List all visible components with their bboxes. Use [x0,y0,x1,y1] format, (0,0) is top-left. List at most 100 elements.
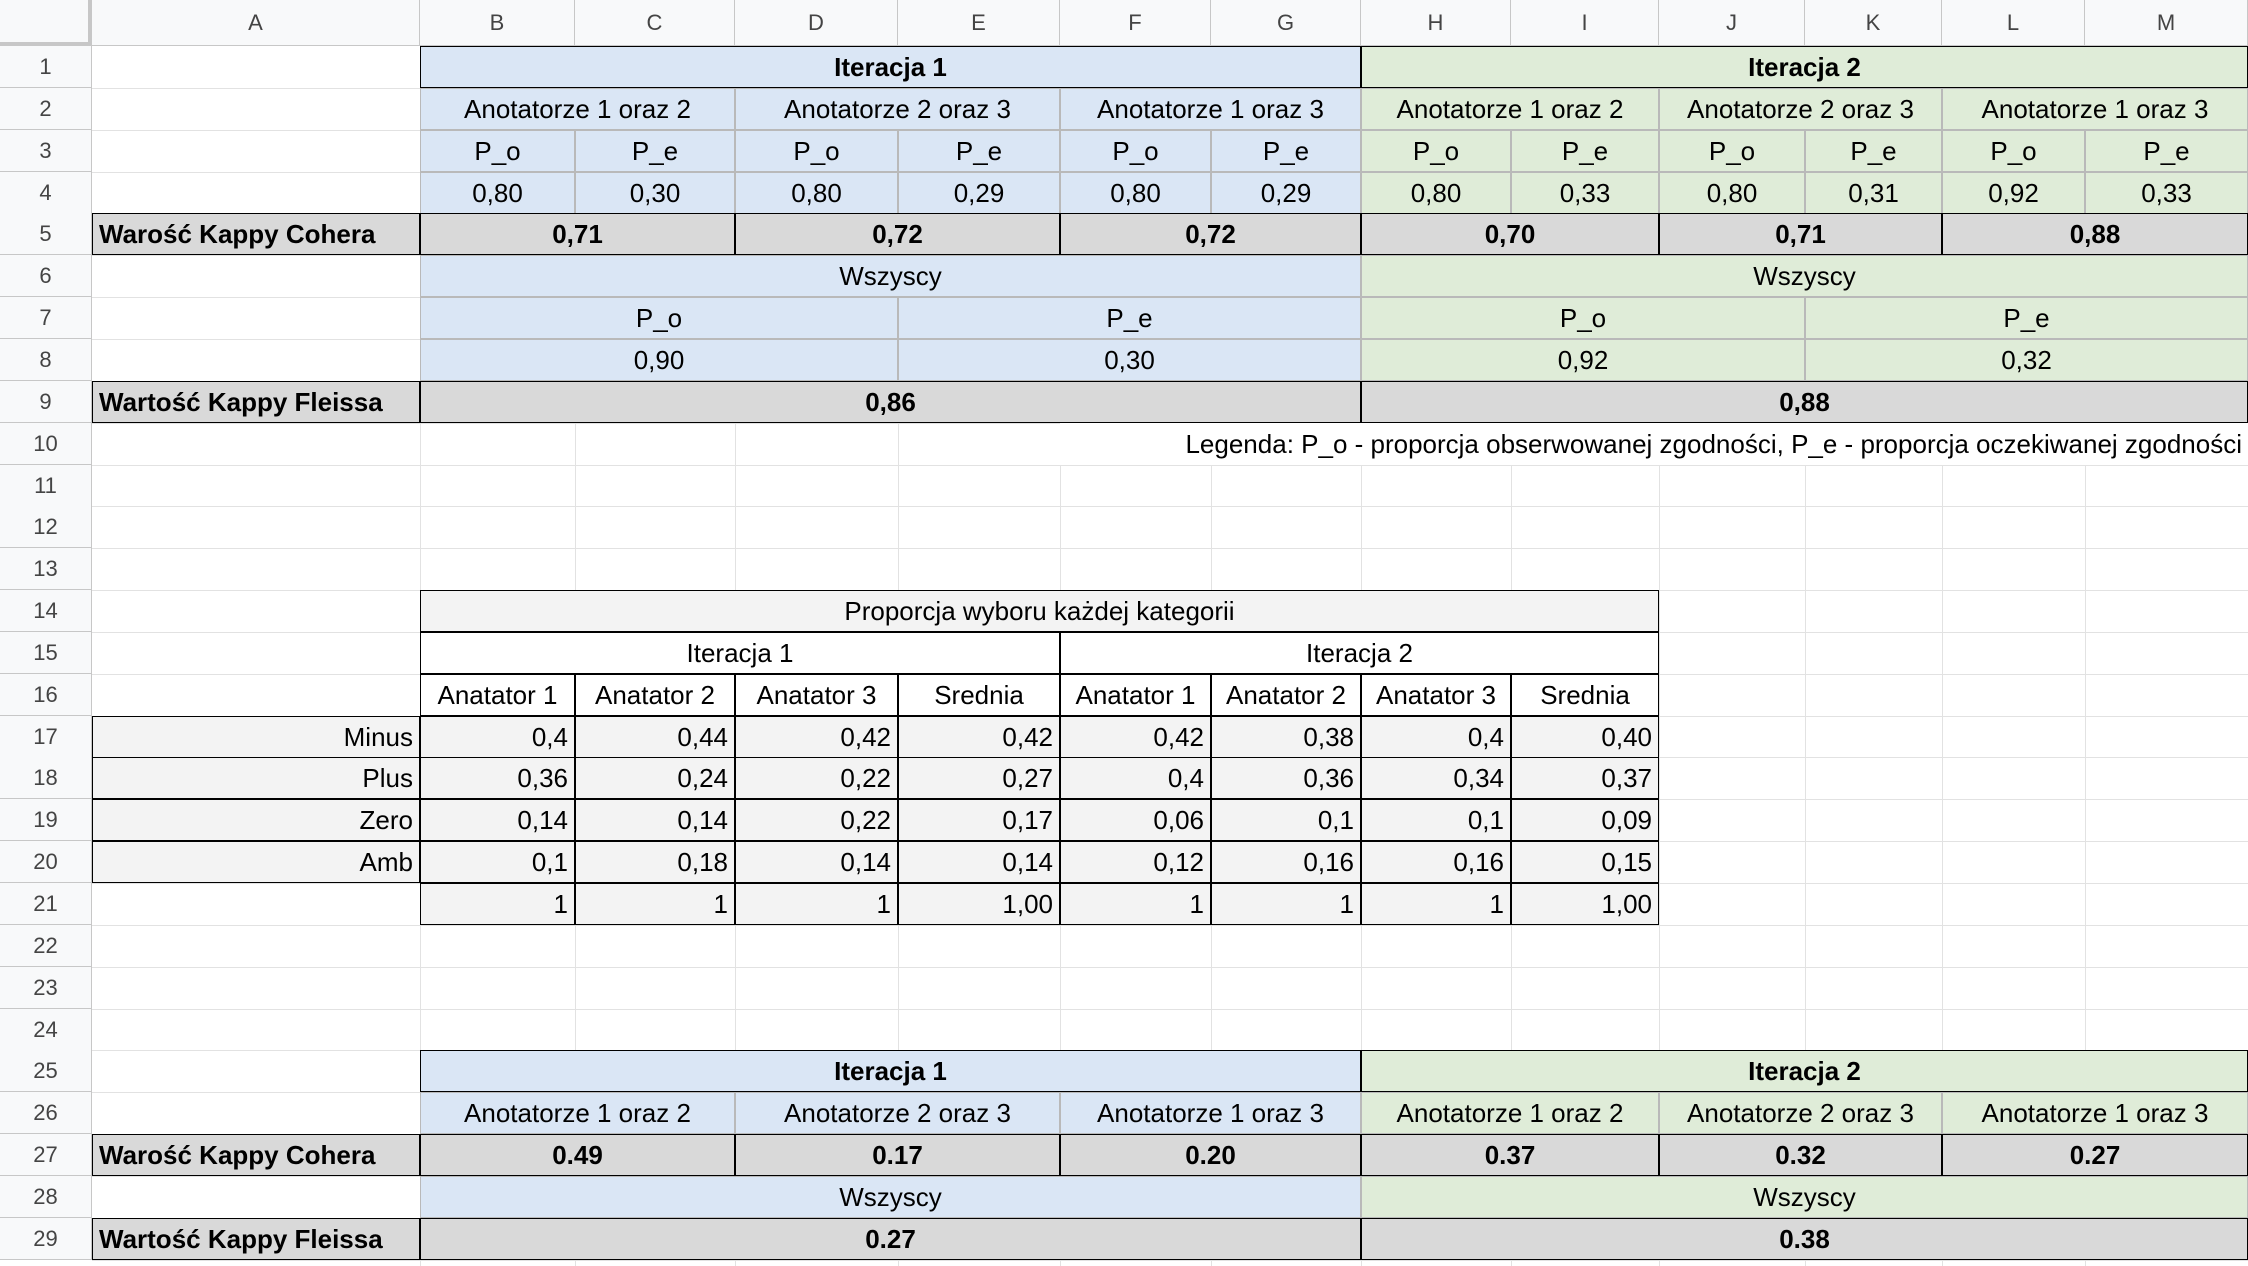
pe-value[interactable]: 0,30 [898,339,1361,381]
po-value[interactable]: 0,80 [1361,172,1511,214]
column-header-m[interactable]: M [2085,0,2248,46]
proportion-value[interactable]: 0,14 [735,841,898,883]
category-label[interactable]: Minus [92,716,420,758]
cohen-kappa-value[interactable]: 0.27 [1942,1134,2248,1176]
po-value[interactable]: 0,80 [1659,172,1805,214]
po-label[interactable]: P_o [1060,130,1211,172]
po-label[interactable]: P_o [735,130,898,172]
cohen-kappa-value[interactable]: 0,88 [1942,213,2248,255]
proportion-value[interactable]: 0,22 [735,757,898,799]
annotator-header[interactable]: Anatator 3 [1361,674,1511,716]
row-header-28[interactable]: 28 [0,1176,92,1218]
cohen-kappa-value[interactable]: 0.37 [1361,1134,1659,1176]
cohen-kappa-value[interactable]: 0,72 [1060,213,1361,255]
pe-value[interactable]: 0,29 [898,172,1060,214]
fleiss-kappa-label[interactable]: Wartość Kappy Fleissa [92,1218,420,1260]
proportion-value[interactable]: 0,24 [575,757,735,799]
row-header-2[interactable]: 2 [0,88,92,130]
annotator-pair-header[interactable]: Anotatorze 1 oraz 3 [1942,1092,2248,1134]
annotator-header[interactable]: Srednia [898,674,1060,716]
pe-label[interactable]: P_e [1511,130,1659,172]
row-header-8[interactable]: 8 [0,339,92,381]
annotator-pair-header[interactable]: Anotatorze 1 oraz 3 [1942,88,2248,130]
pe-value[interactable]: 0,29 [1211,172,1361,214]
proportion-value[interactable]: 0,37 [1511,757,1659,799]
annotator-pair-header[interactable]: Anotatorze 2 oraz 3 [1659,88,1942,130]
pe-label[interactable]: P_e [898,130,1060,172]
annotator-header[interactable]: Srednia [1511,674,1659,716]
proportion-value[interactable]: 0,42 [1060,716,1211,758]
iteration-2-header[interactable]: Iteracja 2 [1361,46,2248,88]
column-header-e[interactable]: E [898,0,1060,46]
pe-label[interactable]: P_e [1805,297,2248,339]
all-annotators-header[interactable]: Wszyscy [1361,1176,2248,1218]
proportion-value[interactable]: 0,27 [898,757,1060,799]
column-header-j[interactable]: J [1659,0,1805,46]
category-proportion-title[interactable]: Proporcja wyboru każdej kategorii [420,590,1659,632]
po-label[interactable]: P_o [1659,130,1805,172]
row-header-1[interactable]: 1 [0,46,92,88]
category-label[interactable]: Zero [92,799,420,841]
proportion-value[interactable]: 0,36 [1211,757,1361,799]
annotator-header[interactable]: Anatator 3 [735,674,898,716]
proportion-value[interactable]: 0,12 [1060,841,1211,883]
iteration-2-header[interactable]: Iteracja 2 [1060,632,1659,674]
annotator-pair-header[interactable]: Anotatorze 1 oraz 2 [1361,88,1659,130]
cohen-kappa-value[interactable]: 0.32 [1659,1134,1942,1176]
proportion-value[interactable]: 1 [1060,883,1211,925]
proportion-value[interactable]: 0,16 [1211,841,1361,883]
annotator-pair-header[interactable]: Anotatorze 1 oraz 2 [420,1092,735,1134]
annotator-pair-header[interactable]: Anotatorze 1 oraz 3 [1060,1092,1361,1134]
cohen-kappa-value[interactable]: 0.49 [420,1134,735,1176]
row-header-27[interactable]: 27 [0,1134,92,1176]
annotator-pair-header[interactable]: Anotatorze 2 oraz 3 [735,88,1060,130]
row-header-12[interactable]: 12 [0,506,92,548]
proportion-value[interactable]: 0,09 [1511,799,1659,841]
row-header-13[interactable]: 13 [0,548,92,590]
row-header-10[interactable]: 10 [0,423,92,465]
fleiss-kappa-value[interactable]: 0,86 [420,381,1361,423]
row-header-17[interactable]: 17 [0,716,92,758]
pe-value[interactable]: 0,30 [575,172,735,214]
annotator-header[interactable]: Anatator 1 [420,674,575,716]
column-header-g[interactable]: G [1211,0,1361,46]
proportion-value[interactable]: 1 [420,883,575,925]
row-header-6[interactable]: 6 [0,255,92,297]
annotator-header[interactable]: Anatator 1 [1060,674,1211,716]
proportion-value[interactable]: 0,4 [1060,757,1211,799]
fleiss-kappa-value[interactable]: 0.38 [1361,1218,2248,1260]
cohen-kappa-value[interactable]: 0,71 [420,213,735,255]
column-header-l[interactable]: L [1942,0,2085,46]
pe-value[interactable]: 0,31 [1805,172,1942,214]
row-header-3[interactable]: 3 [0,130,92,172]
po-value[interactable]: 0,80 [735,172,898,214]
po-label[interactable]: P_o [420,297,898,339]
category-label[interactable]: Amb [92,841,420,883]
po-value[interactable]: 0,92 [1361,339,1805,381]
pe-label[interactable]: P_e [898,297,1361,339]
proportion-value[interactable]: 0,42 [898,716,1060,758]
proportion-value[interactable]: 0,16 [1361,841,1511,883]
proportion-value[interactable]: 1 [735,883,898,925]
po-label[interactable]: P_o [1361,130,1511,172]
column-header-k[interactable]: K [1805,0,1942,46]
pe-value[interactable]: 0,32 [1805,339,2248,381]
cohen-kappa-value[interactable]: 0,71 [1659,213,1942,255]
proportion-value[interactable]: 0,1 [1211,799,1361,841]
po-value[interactable]: 0,92 [1942,172,2085,214]
row-header-19[interactable]: 19 [0,799,92,841]
proportion-value[interactable]: 0,18 [575,841,735,883]
all-annotators-header[interactable]: Wszyscy [420,1176,1361,1218]
pe-value[interactable]: 0,33 [2085,172,2248,214]
row-header-4[interactable]: 4 [0,172,92,214]
po-value[interactable]: 0,80 [1060,172,1211,214]
row-header-20[interactable]: 20 [0,841,92,883]
column-header-f[interactable]: F [1060,0,1211,46]
proportion-value[interactable]: 0,4 [420,716,575,758]
po-label[interactable]: P_o [420,130,575,172]
annotator-pair-header[interactable]: Anotatorze 1 oraz 3 [1060,88,1361,130]
row-header-26[interactable]: 26 [0,1092,92,1134]
column-header-a[interactable]: A [92,0,420,46]
all-annotators-header[interactable]: Wszyscy [1361,255,2248,297]
